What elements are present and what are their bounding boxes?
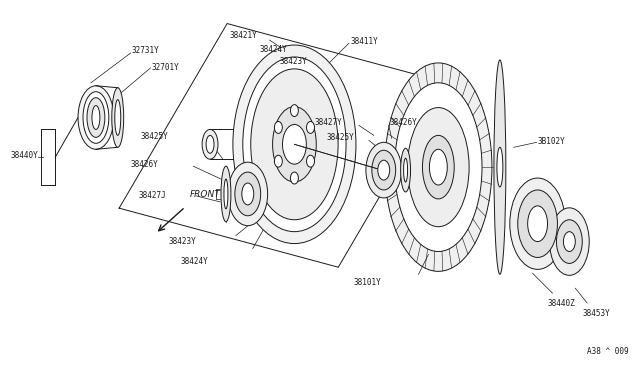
Ellipse shape bbox=[422, 135, 454, 199]
Text: 38101Y: 38101Y bbox=[354, 278, 381, 287]
Ellipse shape bbox=[275, 122, 282, 134]
Ellipse shape bbox=[206, 135, 214, 153]
Text: 38411Y: 38411Y bbox=[351, 36, 379, 46]
Ellipse shape bbox=[510, 178, 565, 269]
Text: 38424Y: 38424Y bbox=[260, 45, 287, 54]
Ellipse shape bbox=[307, 122, 314, 134]
Ellipse shape bbox=[92, 106, 100, 129]
Text: 38426Y: 38426Y bbox=[390, 118, 417, 127]
Text: 38427Y: 38427Y bbox=[314, 118, 342, 127]
Ellipse shape bbox=[378, 160, 390, 180]
Ellipse shape bbox=[404, 158, 408, 182]
Ellipse shape bbox=[291, 105, 298, 116]
Text: 38453Y: 38453Y bbox=[582, 308, 610, 318]
Ellipse shape bbox=[291, 172, 298, 184]
Ellipse shape bbox=[395, 83, 482, 251]
Text: 38421Y: 38421Y bbox=[230, 31, 258, 40]
Text: 38426Y: 38426Y bbox=[131, 160, 159, 169]
Ellipse shape bbox=[385, 63, 492, 271]
Text: 38440Z: 38440Z bbox=[548, 299, 575, 308]
Ellipse shape bbox=[78, 86, 114, 149]
Text: 3B102Y: 3B102Y bbox=[538, 137, 565, 146]
Text: 38424Y: 38424Y bbox=[180, 257, 208, 266]
Ellipse shape bbox=[235, 172, 260, 216]
Text: 38425Y: 38425Y bbox=[326, 133, 354, 142]
Text: 38423Y: 38423Y bbox=[280, 57, 307, 67]
Ellipse shape bbox=[202, 129, 218, 159]
Text: 32731Y: 32731Y bbox=[132, 45, 159, 55]
Ellipse shape bbox=[408, 108, 469, 227]
Ellipse shape bbox=[366, 142, 402, 198]
Ellipse shape bbox=[115, 100, 121, 135]
Text: 38423Y: 38423Y bbox=[168, 237, 196, 246]
Ellipse shape bbox=[550, 208, 589, 275]
Ellipse shape bbox=[372, 150, 396, 190]
Text: 38427J: 38427J bbox=[139, 192, 166, 201]
Text: 38425Y: 38425Y bbox=[141, 132, 168, 141]
Ellipse shape bbox=[243, 57, 346, 232]
Ellipse shape bbox=[83, 92, 109, 143]
Ellipse shape bbox=[251, 69, 338, 220]
Ellipse shape bbox=[401, 148, 410, 192]
Ellipse shape bbox=[497, 147, 503, 187]
Ellipse shape bbox=[518, 190, 557, 257]
Ellipse shape bbox=[224, 179, 228, 209]
Ellipse shape bbox=[282, 125, 307, 164]
Ellipse shape bbox=[242, 183, 253, 205]
Ellipse shape bbox=[112, 88, 124, 147]
Ellipse shape bbox=[527, 206, 548, 241]
Ellipse shape bbox=[494, 60, 506, 274]
Ellipse shape bbox=[307, 155, 314, 167]
Ellipse shape bbox=[228, 162, 268, 226]
Ellipse shape bbox=[221, 166, 231, 222]
Ellipse shape bbox=[273, 107, 316, 182]
Text: A38 ^ 009: A38 ^ 009 bbox=[588, 347, 629, 356]
Ellipse shape bbox=[233, 45, 356, 244]
Text: FRONT: FRONT bbox=[190, 190, 221, 199]
Ellipse shape bbox=[429, 149, 447, 185]
Text: 38440Y: 38440Y bbox=[10, 151, 38, 160]
Ellipse shape bbox=[275, 155, 282, 167]
Ellipse shape bbox=[556, 220, 582, 263]
Ellipse shape bbox=[563, 232, 575, 251]
Text: 32701Y: 32701Y bbox=[152, 63, 179, 73]
Ellipse shape bbox=[87, 98, 105, 137]
